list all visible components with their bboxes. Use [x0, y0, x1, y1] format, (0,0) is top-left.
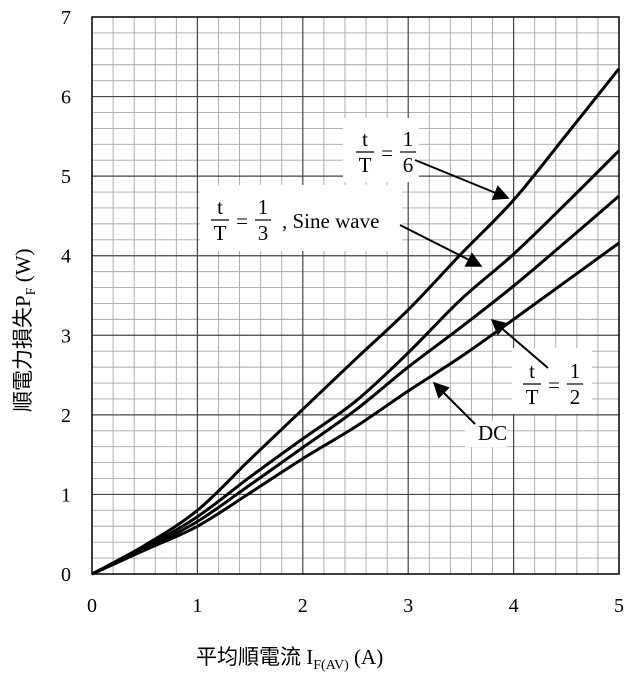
x-axis-label: 平均順電流 IF(AV) (A) [196, 645, 383, 673]
fraction-denominator: 6 [403, 153, 414, 177]
fraction-numerator: 1 [258, 195, 269, 219]
curve-t-T-1-6 [91, 67, 621, 576]
fraction-numerator: 1 [570, 359, 581, 383]
annotation-background [343, 118, 419, 182]
annotation-text: DC [478, 421, 507, 445]
curves [91, 67, 621, 576]
fraction-numerator: t [217, 195, 223, 219]
y-tick-labels: 0 1 2 3 4 5 6 7 [61, 7, 71, 586]
x-tick-label: 1 [192, 595, 202, 617]
annotation-suffix: , Sine wave [282, 209, 379, 233]
y-tick-label: 6 [61, 87, 71, 109]
fraction-numerator: t [362, 127, 368, 151]
y-tick-label: 0 [61, 564, 71, 586]
plot-frame [91, 16, 620, 575]
x-tick-label: 4 [509, 595, 519, 617]
x-tick-label: 2 [298, 595, 308, 617]
y-axis-label: 順電力損失PF (W) [11, 248, 39, 412]
annotation-a16: tT = 16 [343, 118, 510, 200]
annotation-dc: DC [432, 381, 507, 447]
y-tick-label: 7 [61, 7, 71, 29]
fraction-denominator: 3 [258, 221, 269, 245]
fraction-numerator: 1 [403, 127, 414, 151]
x-tick-labels: 0 1 2 3 4 5 [87, 595, 624, 617]
equals-sign: = [381, 141, 393, 165]
curve-dc [91, 241, 620, 576]
fraction-denominator: T [214, 221, 227, 245]
fraction-denominator: 2 [570, 385, 581, 409]
annotation-arrow [414, 159, 510, 200]
annotation-background [512, 348, 592, 414]
annotation-arrow [399, 224, 483, 267]
fraction-numerator: t [529, 359, 535, 383]
x-tick-label: 3 [403, 595, 413, 617]
minor-gridlines [92, 17, 619, 574]
major-gridlines [92, 17, 619, 574]
x-tick-label: 0 [87, 595, 97, 617]
fraction-denominator: T [359, 153, 372, 177]
equals-sign: = [548, 373, 560, 397]
y-tick-label: 5 [61, 166, 71, 188]
curve-t-T-1-2 [91, 194, 620, 576]
fraction-denominator: T [526, 385, 539, 409]
annotation-arrow [490, 318, 549, 369]
y-tick-label: 2 [61, 405, 71, 427]
annotation-arrow [432, 381, 476, 425]
equals-sign: = [236, 209, 248, 233]
y-tick-label: 1 [61, 484, 71, 506]
curve-t-T-1-3-sine [91, 149, 621, 576]
y-tick-label: 3 [61, 325, 71, 347]
x-tick-label: 5 [614, 595, 624, 617]
y-tick-label: 4 [61, 246, 71, 268]
annotation-background [200, 185, 402, 251]
annotation-a13: tT = 13 , Sine wave [200, 185, 483, 267]
annotation-a12: tT = 12 [490, 318, 592, 414]
annotation-background [465, 421, 507, 447]
